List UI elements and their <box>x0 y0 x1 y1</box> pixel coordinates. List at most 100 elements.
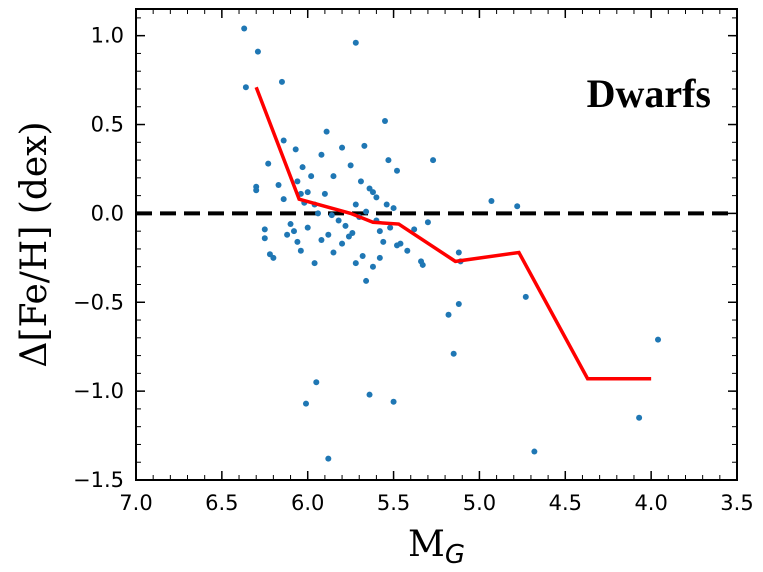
x-tick-label: 6.5 <box>205 491 238 515</box>
scatter-point <box>253 187 260 194</box>
scatter-point <box>488 197 495 204</box>
scatter-point <box>455 301 462 308</box>
scatter-point <box>352 260 359 267</box>
scatter-point <box>315 210 322 217</box>
y-tick-label: 1.0 <box>91 24 124 48</box>
scatter-point <box>366 391 373 398</box>
scatter-point <box>430 157 437 164</box>
scatter-point <box>330 173 337 180</box>
x-tick-label: 3.5 <box>720 491 753 515</box>
scatter-point <box>323 128 330 135</box>
scatter-point <box>445 311 452 318</box>
scatter-point <box>347 162 354 169</box>
scatter-point <box>284 231 291 238</box>
scatter-point <box>318 237 325 244</box>
scatter-point <box>373 194 380 201</box>
scatter-point <box>352 39 359 46</box>
scatter-point <box>261 226 268 233</box>
scatter-point <box>387 224 394 231</box>
scatter-point <box>325 231 332 238</box>
scatter-point <box>383 201 390 208</box>
scatter-point <box>363 277 370 284</box>
x-tick-label: 6.0 <box>291 491 324 515</box>
y-tick-label: −1.5 <box>73 468 124 492</box>
scatter-point <box>325 455 332 462</box>
ticks-layer: 7.0 6.5 6.0 5.5 5.0 4.5 4.0 3.5 1.0 0.5 0.0 −0.5 −1.… <box>73 9 754 515</box>
y-tick-label: 0.5 <box>91 113 124 137</box>
scatter-point <box>345 233 352 240</box>
plot-frame <box>135 8 738 481</box>
scatter-point <box>280 196 287 203</box>
scatter-point <box>380 238 387 245</box>
scatter-point <box>450 350 457 357</box>
scatter-point <box>424 219 431 226</box>
scatter-point <box>514 203 521 210</box>
scatter-point <box>455 249 462 256</box>
scatter-point <box>363 208 370 215</box>
scatter-point <box>369 263 376 270</box>
y-tick-label: −0.5 <box>73 290 124 314</box>
scatter-point <box>261 235 268 242</box>
x-tick-label: 5.0 <box>463 491 496 515</box>
scatter-point <box>241 25 248 32</box>
scatter-point <box>330 249 337 256</box>
scatter-point <box>242 84 249 91</box>
y-tick-label: 0.0 <box>91 201 124 225</box>
scatter-point <box>280 137 287 144</box>
y-tick-label: −1.0 <box>73 379 124 403</box>
scatter-point <box>294 178 301 185</box>
scatter-point <box>394 167 401 174</box>
scatter-point <box>419 261 426 268</box>
scatter-point <box>318 151 325 158</box>
scatter-point <box>369 189 376 196</box>
scatter-point <box>297 247 304 254</box>
scatter-point <box>376 228 383 235</box>
scatter-point <box>342 222 349 229</box>
scatter-point <box>270 254 277 261</box>
dwarfs-annotation: Dwarfs <box>587 71 711 116</box>
trend-layer <box>254 86 652 381</box>
x-tick-label: 7.0 <box>119 491 152 515</box>
scatter-point <box>313 379 320 386</box>
x-tick-label: 4.5 <box>549 491 582 515</box>
scatter-point <box>311 260 318 267</box>
x-axis-title-subscript: G <box>445 540 465 570</box>
scatter-point <box>321 190 328 197</box>
scatter-point <box>304 189 311 196</box>
scatter-point <box>390 398 397 405</box>
scatter-point <box>302 400 309 407</box>
scatter-point <box>636 414 643 421</box>
scatter-point <box>390 205 397 212</box>
scatter-point <box>411 226 418 233</box>
scatter-point <box>265 160 272 167</box>
scatter-point <box>339 144 346 151</box>
x-tick-label: 4.0 <box>634 491 667 515</box>
points-layer <box>241 25 662 462</box>
scatter-point <box>287 221 294 228</box>
scatter-point <box>385 157 392 164</box>
scatter-point <box>292 146 299 153</box>
scatter-point <box>397 240 404 247</box>
plot-area <box>135 8 738 481</box>
y-axis-title: Δ[Fe/H] (dex) <box>14 121 55 367</box>
scatter-point <box>381 117 388 124</box>
scatter-point <box>404 247 411 254</box>
scatter-point <box>522 293 529 300</box>
scatter-point <box>294 238 301 245</box>
scatter-point <box>308 173 315 180</box>
scatter-point <box>328 212 335 219</box>
scatter-point <box>352 201 359 208</box>
scatter-point <box>361 142 368 149</box>
x-axis-title-main: M <box>408 524 445 565</box>
trend-line <box>254 86 652 381</box>
scatter-point <box>290 228 297 235</box>
scatter-point <box>376 254 383 261</box>
scatter-point <box>339 240 346 247</box>
scatter-point <box>357 178 364 185</box>
scatter-point <box>275 181 282 188</box>
scatter-point <box>278 78 285 85</box>
scatter-point <box>254 48 261 55</box>
x-tick-label: 5.5 <box>377 491 410 515</box>
x-axis-title: MG <box>408 524 465 570</box>
scatter-point <box>304 224 311 231</box>
